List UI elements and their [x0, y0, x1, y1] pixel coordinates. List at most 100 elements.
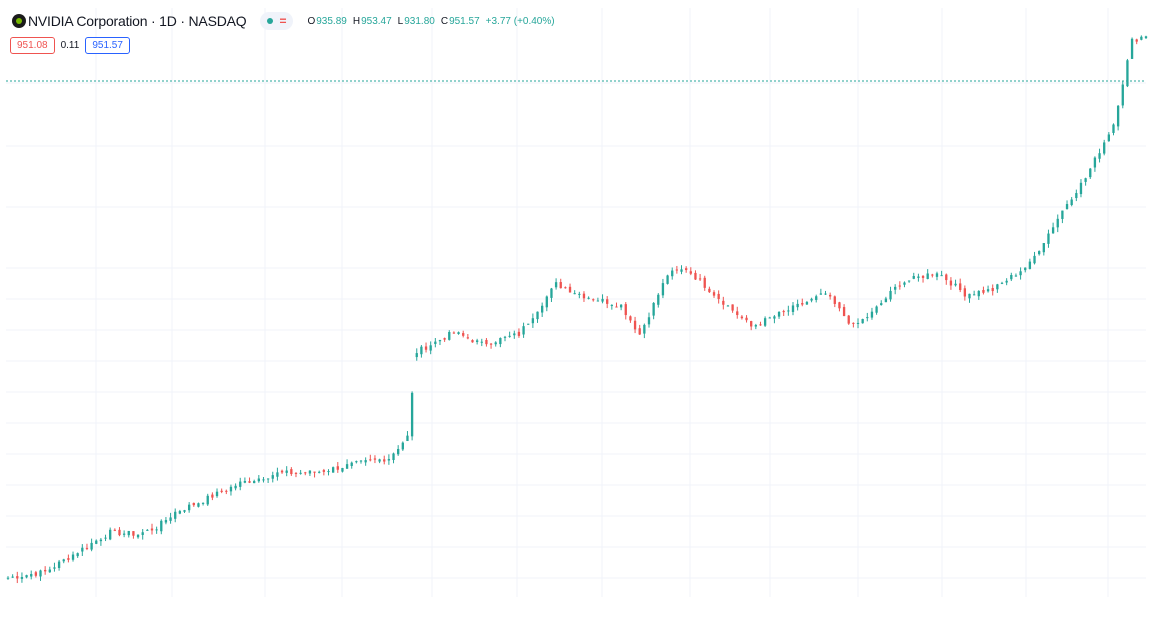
candle-body — [290, 469, 293, 475]
candle-body — [132, 531, 135, 536]
candle-body — [819, 293, 823, 295]
candle — [290, 467, 293, 476]
candle-body — [1038, 251, 1041, 255]
candle — [183, 509, 186, 513]
candle-body — [536, 311, 539, 320]
candle-body — [155, 529, 158, 531]
candle — [527, 323, 530, 325]
candle-body — [1065, 204, 1069, 210]
candle — [253, 479, 256, 484]
candle — [1000, 281, 1004, 285]
candle — [81, 544, 84, 556]
candle — [53, 562, 56, 572]
candle — [118, 527, 121, 537]
candle — [731, 304, 734, 313]
candle-body — [104, 537, 107, 539]
candle-body — [178, 511, 182, 514]
candle — [1056, 214, 1059, 233]
candle-body — [57, 561, 61, 568]
candle-body — [977, 290, 980, 297]
candle-body — [907, 280, 911, 282]
candle-body — [513, 333, 516, 336]
candle — [1019, 267, 1022, 280]
candle-body — [336, 466, 339, 470]
candle — [57, 559, 61, 571]
candle — [355, 460, 358, 464]
candle — [666, 274, 669, 285]
candle — [243, 477, 247, 484]
candle — [856, 318, 860, 329]
candle — [1014, 273, 1018, 277]
candle-body — [280, 470, 284, 473]
candle-body — [160, 520, 163, 532]
candle-body — [1098, 153, 1101, 159]
candle — [977, 290, 980, 300]
candle-body — [912, 276, 915, 279]
sell-price-button[interactable]: 951.08 — [10, 37, 55, 54]
candle — [629, 315, 632, 323]
candle-body — [225, 490, 228, 492]
buy-price-button[interactable]: 951.57 — [85, 37, 130, 54]
candle — [104, 534, 107, 542]
candle — [420, 345, 423, 358]
candle-body — [220, 490, 223, 492]
candle-body — [1061, 210, 1064, 219]
candle — [935, 271, 939, 281]
candle — [805, 300, 809, 305]
candle — [926, 269, 929, 280]
candle-body — [745, 317, 748, 321]
candle-body — [945, 274, 948, 281]
candle-body — [666, 275, 669, 284]
market-status[interactable]: = — [260, 12, 294, 30]
candle — [1126, 58, 1129, 88]
candle — [1130, 37, 1134, 60]
candle — [225, 489, 228, 495]
candle-body — [550, 288, 553, 298]
candle-body — [643, 324, 646, 334]
candle-body — [972, 294, 976, 296]
candle — [503, 335, 507, 342]
candle — [197, 502, 200, 508]
candle-body — [1144, 36, 1148, 39]
candle — [336, 462, 339, 473]
candle-body — [661, 283, 665, 296]
candle-body — [1005, 280, 1008, 283]
candle-body — [527, 323, 530, 325]
candle-body — [712, 292, 716, 296]
candle-body — [499, 337, 502, 345]
candle — [824, 290, 827, 295]
candle — [921, 275, 925, 283]
candle — [912, 272, 915, 280]
candle-body — [968, 293, 971, 299]
ohlc-low-value: 931.80 — [404, 15, 435, 27]
candle — [671, 267, 674, 280]
candle-body — [531, 318, 535, 324]
candle — [866, 312, 869, 322]
candle-body — [805, 302, 809, 305]
candle-body — [991, 288, 994, 292]
candle-body — [903, 282, 906, 285]
candle-body — [568, 286, 572, 293]
candle — [1061, 210, 1064, 224]
candle — [587, 296, 590, 300]
candle-body — [239, 481, 242, 487]
candle — [554, 278, 558, 290]
candle-body — [791, 305, 795, 312]
candle — [847, 314, 850, 325]
candle — [39, 569, 42, 581]
symbol-title[interactable]: NVIDIA Corporation · 1D · NASDAQ — [28, 13, 247, 29]
trade-prices: 951.08 0.11 951.57 — [10, 37, 130, 54]
candle — [894, 284, 897, 295]
candle — [308, 470, 312, 477]
candle — [606, 296, 609, 309]
candle — [475, 338, 479, 345]
candle-body — [206, 495, 209, 505]
candle-body — [828, 294, 832, 297]
candle-body — [136, 534, 140, 538]
candle-body — [415, 353, 418, 358]
candle — [1047, 229, 1050, 248]
candle — [1010, 272, 1013, 282]
candle-body — [429, 345, 432, 351]
candle-body — [327, 471, 330, 473]
